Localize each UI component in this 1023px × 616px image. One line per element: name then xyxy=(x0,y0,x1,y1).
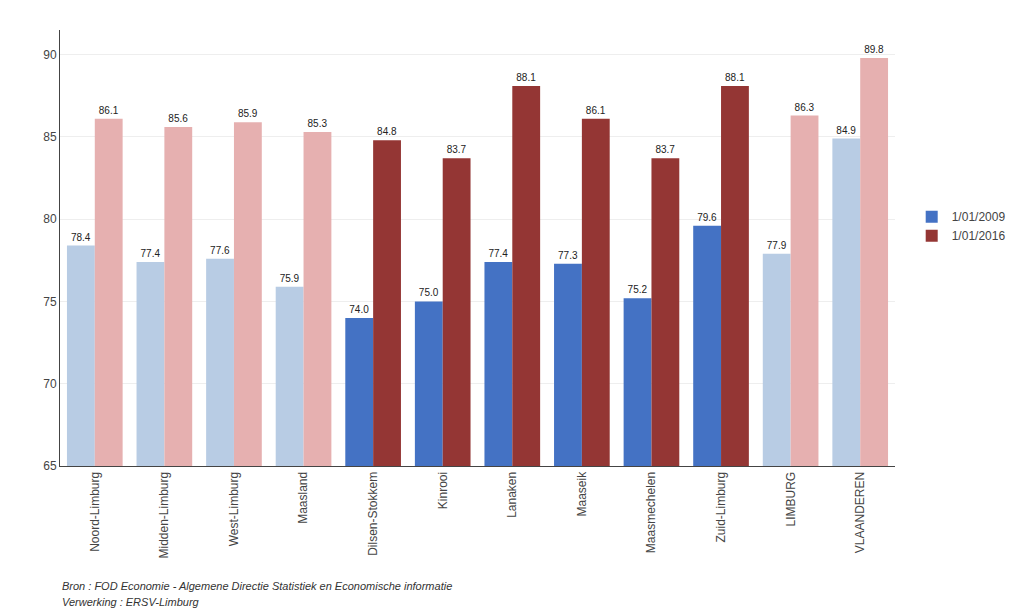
svg-text:79.6: 79.6 xyxy=(697,212,717,223)
svg-text:65: 65 xyxy=(43,459,57,473)
svg-text:77.4: 77.4 xyxy=(488,248,508,259)
svg-text:77.9: 77.9 xyxy=(767,240,787,251)
svg-text:88.1: 88.1 xyxy=(516,72,536,83)
svg-text:West-Limburg: West-Limburg xyxy=(227,472,241,546)
svg-text:86.1: 86.1 xyxy=(586,105,606,116)
svg-text:85.6: 85.6 xyxy=(168,113,188,124)
svg-text:90: 90 xyxy=(43,48,57,62)
svg-text:75: 75 xyxy=(43,295,57,309)
svg-text:86.1: 86.1 xyxy=(99,105,119,116)
svg-text:Maasmechelen: Maasmechelen xyxy=(644,472,658,553)
svg-text:78.4: 78.4 xyxy=(71,232,91,243)
svg-text:Dilsen-Stokkem: Dilsen-Stokkem xyxy=(366,472,380,556)
svg-text:VLAANDEREN: VLAANDEREN xyxy=(853,472,867,553)
svg-text:LIMBURG: LIMBURG xyxy=(784,472,798,527)
svg-text:85.3: 85.3 xyxy=(308,118,328,129)
svg-text:77.6: 77.6 xyxy=(210,245,230,256)
svg-text:75.9: 75.9 xyxy=(280,273,300,284)
svg-text:84.9: 84.9 xyxy=(836,125,856,136)
svg-text:1/01/2009: 1/01/2009 xyxy=(952,210,1006,224)
svg-text:Midden-Limburg: Midden-Limburg xyxy=(157,472,171,559)
svg-text:Maasland: Maasland xyxy=(296,472,310,524)
svg-text:Lanaken: Lanaken xyxy=(505,472,519,518)
svg-text:84.8: 84.8 xyxy=(377,126,397,137)
svg-text:83.7: 83.7 xyxy=(655,144,675,155)
svg-text:89.8: 89.8 xyxy=(864,44,884,55)
svg-text:70: 70 xyxy=(43,377,57,391)
svg-text:Zuid-Limburg: Zuid-Limburg xyxy=(714,472,728,543)
svg-text:85: 85 xyxy=(43,130,57,144)
svg-text:75.0: 75.0 xyxy=(419,287,439,298)
svg-text:77.4: 77.4 xyxy=(141,248,161,259)
svg-text:74.0: 74.0 xyxy=(349,304,369,315)
svg-text:Maaseik: Maaseik xyxy=(575,471,589,517)
svg-text:83.7: 83.7 xyxy=(447,144,467,155)
svg-text:Bron : FOD Economie - Algemene: Bron : FOD Economie - Algemene Directie … xyxy=(62,580,452,592)
svg-text:75.2: 75.2 xyxy=(628,284,648,295)
svg-text:Noord-Limburg: Noord-Limburg xyxy=(88,472,102,552)
svg-text:77.3: 77.3 xyxy=(558,250,578,261)
svg-text:1/01/2016: 1/01/2016 xyxy=(952,229,1006,243)
svg-text:Verwerking : ERSV-Limburg: Verwerking : ERSV-Limburg xyxy=(62,596,200,608)
svg-text:80: 80 xyxy=(43,212,57,226)
svg-text:85.9: 85.9 xyxy=(238,108,258,119)
svg-text:86.3: 86.3 xyxy=(795,102,815,113)
svg-text:88.1: 88.1 xyxy=(725,72,745,83)
svg-text:Kinrooi: Kinrooi xyxy=(436,472,450,509)
